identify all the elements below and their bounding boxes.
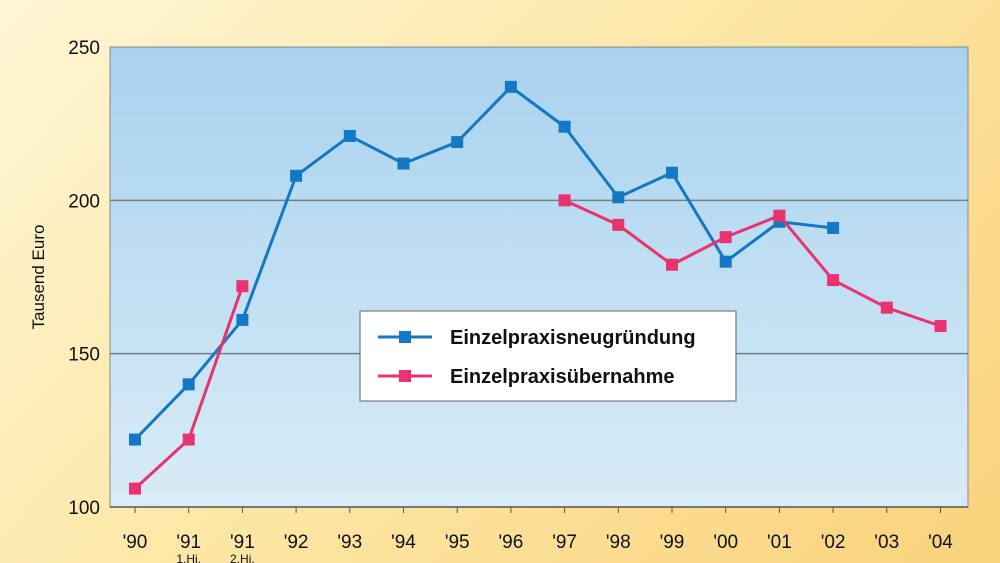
data-point-uebernahme xyxy=(934,320,947,333)
data-point-neugruendung xyxy=(397,157,410,170)
x-tick-sublabel: 1.Hj. xyxy=(176,552,201,563)
legend-label-uebernahme: Einzelpraxisübernahme xyxy=(450,366,675,388)
x-tick-label: '90 xyxy=(123,532,148,553)
data-point-neugruendung xyxy=(827,221,840,234)
data-point-neugruendung xyxy=(182,378,195,391)
data-point-uebernahme xyxy=(719,231,732,244)
data-point-uebernahme xyxy=(129,482,141,495)
x-tick-label: '95 xyxy=(445,532,470,553)
data-point-uebernahme xyxy=(182,433,195,446)
series-line-uebernahme xyxy=(563,198,941,328)
data-point-neugruendung xyxy=(666,166,678,179)
data-point-neugruendung xyxy=(504,80,517,93)
x-tick-label: '99 xyxy=(660,532,685,553)
data-point-uebernahme xyxy=(612,218,625,231)
y-tick-label: 150 xyxy=(68,345,100,366)
legend-box xyxy=(359,310,737,402)
x-tick-label: '04 xyxy=(928,532,953,553)
data-point-neugruendung xyxy=(290,169,303,182)
data-point-neugruendung xyxy=(129,433,141,446)
x-tick-label: '97 xyxy=(552,532,577,553)
x-tick-label: '91 xyxy=(176,532,201,553)
y-tick-label: 200 xyxy=(68,191,100,212)
x-tick-label: '93 xyxy=(337,532,362,553)
data-point-neugruendung xyxy=(719,255,732,268)
x-tick-label: '92 xyxy=(284,532,309,553)
x-tick-label: '03 xyxy=(874,532,899,553)
data-point-uebernahme xyxy=(666,258,678,271)
x-tick-label: '00 xyxy=(713,532,738,553)
legend-marker-uebernahme xyxy=(399,370,411,382)
legend-marker-neugruendung xyxy=(399,331,411,343)
data-point-neugruendung xyxy=(612,191,625,204)
x-tick-label: '96 xyxy=(499,532,524,553)
series-line-neugruendung xyxy=(133,85,834,441)
data-point-uebernahme xyxy=(773,209,786,222)
x-tick-label: '01 xyxy=(767,532,792,553)
x-tick-label: '94 xyxy=(391,532,416,553)
x-tick-label: '02 xyxy=(821,532,846,553)
y-tick-label: 250 xyxy=(68,38,100,59)
data-point-uebernahme xyxy=(827,274,840,287)
legend: Einzelpraxisneugründung Einzelpraxisüber… xyxy=(359,310,737,402)
data-point-uebernahme xyxy=(236,280,249,293)
y-axis-label: Tausend Euro xyxy=(29,225,48,330)
x-tick-sublabel: 2.Hj. xyxy=(230,552,255,563)
data-point-uebernahme xyxy=(880,301,893,314)
data-point-uebernahme xyxy=(558,194,571,207)
data-point-neugruendung xyxy=(343,129,356,142)
x-tick-label: '98 xyxy=(606,532,631,553)
x-tick-label: '91 xyxy=(230,532,255,553)
data-point-neugruendung xyxy=(236,313,249,326)
plot-area xyxy=(109,46,969,508)
y-tick-label: 100 xyxy=(68,498,100,519)
data-point-neugruendung xyxy=(451,136,464,149)
data-point-neugruendung xyxy=(558,120,571,133)
legend-label-neugruendung: Einzelpraxisneugründung xyxy=(450,327,696,349)
